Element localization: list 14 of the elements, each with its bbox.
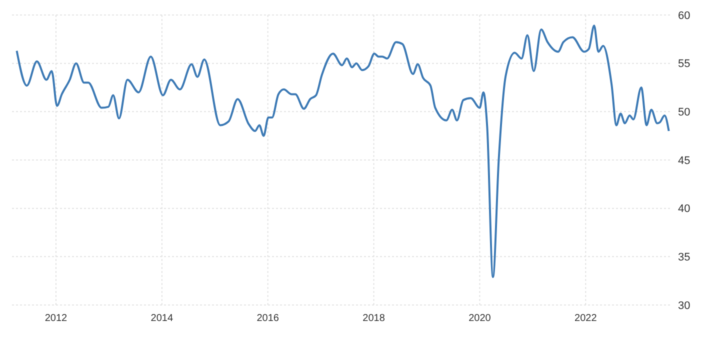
x-tick-label: 2018: [362, 313, 386, 324]
y-tick-label: 55: [678, 58, 690, 70]
y-tick-label: 50: [678, 106, 690, 119]
x-tick-label: 2020: [468, 313, 492, 324]
x-tick-label: 2012: [44, 313, 68, 324]
line-series: [16, 24, 670, 278]
y-tick-label: 40: [678, 203, 690, 216]
y-tick-label: 35: [678, 252, 690, 264]
y-tick-label: 45: [678, 154, 690, 167]
x-tick-label: 2022: [574, 313, 598, 324]
y-tick-label: 30: [678, 300, 690, 312]
x-tick-label: 2014: [150, 313, 174, 324]
y-tick-label: 60: [678, 10, 690, 22]
x-tick-label: 2016: [256, 313, 280, 324]
